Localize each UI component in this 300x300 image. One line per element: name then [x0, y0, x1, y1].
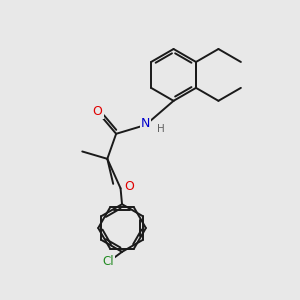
- Text: N: N: [141, 117, 150, 130]
- Text: Cl: Cl: [102, 255, 114, 268]
- Text: O: O: [93, 105, 103, 118]
- Text: O: O: [124, 180, 134, 193]
- Text: H: H: [157, 124, 165, 134]
